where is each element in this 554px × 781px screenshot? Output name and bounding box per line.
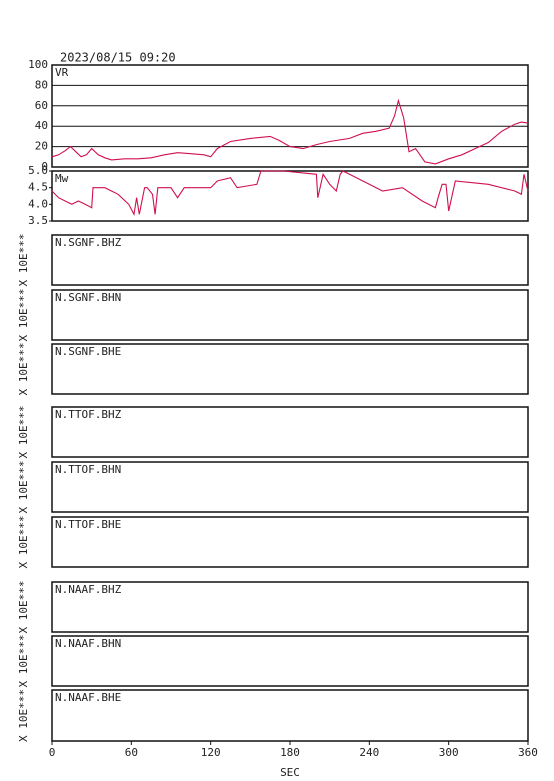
timestamp: 2023/08/15 09:20 [60,51,176,65]
y-axis-label: X 10E*** [17,461,30,514]
panel-frame [51,581,529,633]
y-axis-label: X 10E*** [17,234,30,287]
panel-label: N.TTOF.BHZ [55,408,122,421]
y-axis-label: X 10E*** [17,343,30,396]
x-tick-label: 120 [201,746,221,759]
y-tick-label: 4.5 [28,181,48,194]
data-line [51,98,529,165]
y-tick-label: 4.0 [28,197,48,210]
panel-label: N.TTOF.BHE [55,518,121,531]
panel-frame [51,516,529,568]
data-line [51,170,529,217]
x-tick-label: 60 [125,746,138,759]
x-tick-label: 300 [439,746,459,759]
y-tick-label: 40 [35,119,48,132]
panel-frame [51,461,529,513]
y-axis-label: X 10E*** [17,516,30,569]
x-tick-label: 240 [359,746,379,759]
panel-frame [51,635,529,687]
panel-label: N.TTOF.BHN [55,463,121,476]
panel-label: N.NAAF.BHE [55,691,121,704]
panel-frame [51,689,529,742]
panel-label: N.NAAF.BHN [55,637,121,650]
panel-frame [51,170,529,222]
y-axis-label: X 10E*** [17,635,30,688]
y-tick-label: 5.0 [28,164,48,177]
y-axis-label: X 10E*** [17,406,30,459]
y-axis-label: X 10E*** [17,689,30,742]
x-axis-label: SEC [280,766,300,779]
y-axis-label: X 10E*** [17,581,30,634]
x-tick-label: 0 [49,746,56,759]
panel-frame [51,343,529,395]
panel-frame [51,234,529,286]
panel-frame [51,289,529,341]
x-tick-label: 360 [518,746,538,759]
y-tick-label: 20 [35,140,48,153]
y-tick-label: 0 [41,160,48,173]
y-tick-label: 3.5 [28,214,48,227]
panel-label: N.SGNF.BHZ [55,236,122,249]
y-tick-label: 80 [35,78,48,91]
y-tick-label: 60 [35,99,48,112]
panel-frame [51,406,529,458]
panel-label: N.SGNF.BHN [55,291,121,304]
panel-label: VR [55,66,69,79]
y-tick-label: 100 [28,58,48,71]
panel-label: Mw [55,172,69,185]
panel-label: N.SGNF.BHE [55,345,121,358]
y-axis-label: X 10E*** [17,289,30,342]
panel-frame [51,64,529,168]
x-tick-label: 180 [280,746,300,759]
panel-label: N.NAAF.BHZ [55,583,122,596]
